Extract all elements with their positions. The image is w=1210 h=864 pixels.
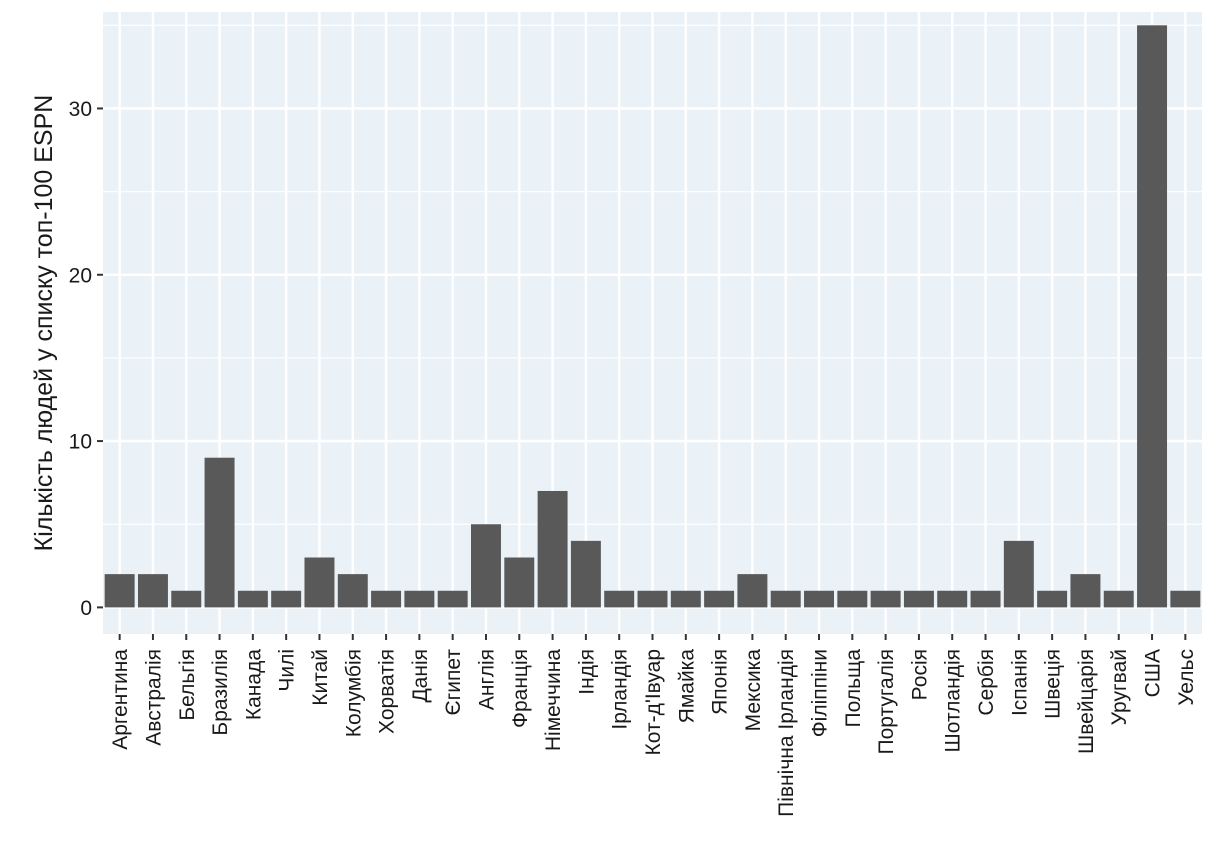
y-axis-title: Кількість людей у списку топ-100 ESPN xyxy=(30,95,58,552)
x-tick-label: Північна Ірландія xyxy=(775,649,798,817)
x-tick-label: Бразилія xyxy=(209,649,232,736)
x-tick-label: Ірландія xyxy=(609,649,632,730)
x-tick-label: Швейцарія xyxy=(1075,649,1098,754)
x-tick-label: Португалія xyxy=(875,649,898,755)
bar xyxy=(704,590,735,608)
bar xyxy=(271,590,302,608)
x-tick-label: Канада xyxy=(242,649,265,720)
bar xyxy=(437,590,468,608)
x-tick-label: США xyxy=(1142,649,1165,697)
x-tick-label: Бельгія xyxy=(176,649,199,721)
x-tick-label: Індія xyxy=(575,649,598,695)
bar xyxy=(770,590,801,608)
bar xyxy=(604,590,635,608)
bar xyxy=(937,590,968,608)
x-tick-label: Уельс xyxy=(1175,649,1198,706)
y-tick-label: 0 xyxy=(80,597,92,620)
bar xyxy=(670,590,701,608)
x-tick-label: Сербія xyxy=(975,649,998,716)
bar xyxy=(537,490,568,608)
bar xyxy=(171,590,202,608)
bar xyxy=(237,590,268,608)
bar xyxy=(504,557,535,608)
bar xyxy=(1037,590,1068,608)
y-tick-label: 10 xyxy=(69,431,92,454)
bar xyxy=(903,590,934,608)
bar xyxy=(804,590,835,608)
bars xyxy=(104,25,1201,608)
x-axis: Аргентина Австралія Бельгія Бразилія Канада Ч… xyxy=(109,634,1198,817)
bar xyxy=(371,590,402,608)
x-tick-label: Швеція xyxy=(1042,649,1065,719)
x-tick-label: Іспанія xyxy=(1008,649,1031,716)
bar xyxy=(1170,590,1201,608)
y-tick-label: 20 xyxy=(69,264,92,287)
x-tick-label: Польща xyxy=(842,649,865,728)
x-tick-label: Данія xyxy=(409,649,432,703)
x-tick-label: Австралія xyxy=(142,649,165,746)
bar xyxy=(870,590,901,608)
bar xyxy=(737,574,768,608)
bar xyxy=(104,574,135,608)
bar xyxy=(1137,25,1168,608)
bar xyxy=(837,590,868,608)
bar xyxy=(1003,540,1034,608)
x-tick-label: Кот-д'Івуар xyxy=(642,649,665,755)
y-tick-label: 30 xyxy=(69,98,92,121)
x-tick-label: Філіппіни xyxy=(809,649,832,737)
x-tick-label: Китай xyxy=(309,649,332,706)
x-tick-label: Англія xyxy=(475,649,498,710)
x-tick-label: Ямайка xyxy=(675,649,698,724)
bar xyxy=(637,590,668,608)
bar xyxy=(337,574,368,608)
x-tick-label: Уругвай xyxy=(1108,649,1131,725)
x-tick-label: Японія xyxy=(709,649,732,715)
x-tick-label: Шотландія xyxy=(942,649,965,752)
bar xyxy=(470,524,501,608)
bar xyxy=(1103,590,1134,608)
x-tick-label: Франція xyxy=(509,649,532,728)
bar xyxy=(204,457,235,608)
x-tick-label: Мексика xyxy=(742,649,765,732)
y-axis: 0 10 20 30 xyxy=(69,98,103,620)
x-tick-label: Росія xyxy=(908,649,931,700)
bar xyxy=(137,574,168,608)
bar xyxy=(404,590,435,608)
bar xyxy=(570,540,601,608)
x-tick-label: Хорватія xyxy=(376,649,399,734)
x-tick-label: Чилі xyxy=(276,649,299,692)
bar xyxy=(304,557,335,608)
x-tick-label: Аргентина xyxy=(109,649,132,750)
bar xyxy=(1070,574,1101,608)
x-tick-label: Колумбія xyxy=(342,649,365,737)
bar xyxy=(970,590,1001,608)
x-tick-label: Німеччина xyxy=(542,649,565,751)
x-tick-label: Єгипет xyxy=(442,649,465,716)
